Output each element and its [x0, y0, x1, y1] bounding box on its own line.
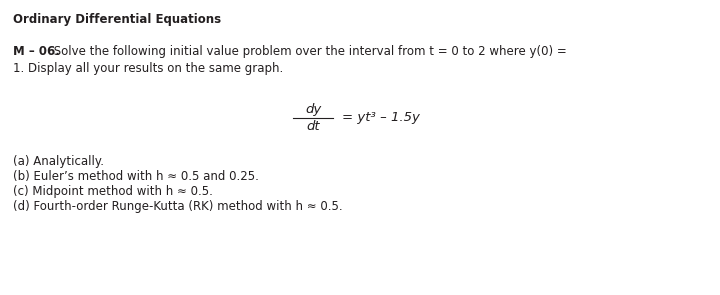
Text: (c) Midpoint method with h ≈ 0.5.: (c) Midpoint method with h ≈ 0.5.	[13, 185, 213, 198]
Text: dt: dt	[307, 120, 320, 133]
Text: 1. Display all your results on the same graph.: 1. Display all your results on the same …	[13, 62, 283, 75]
Text: M – 06.: M – 06.	[13, 45, 60, 58]
Text: = yt³ – 1.5y: = yt³ – 1.5y	[342, 112, 420, 124]
Text: (b) Euler’s method with h ≈ 0.5 and 0.25.: (b) Euler’s method with h ≈ 0.5 and 0.25…	[13, 170, 258, 183]
Text: Ordinary Differential Equations: Ordinary Differential Equations	[13, 13, 221, 26]
Text: (d) Fourth-order Runge-Kutta (RK) method with h ≈ 0.5.: (d) Fourth-order Runge-Kutta (RK) method…	[13, 200, 343, 213]
Text: dy: dy	[305, 103, 321, 116]
Text: Solve the following initial value problem over the interval from t = 0 to 2 wher: Solve the following initial value proble…	[50, 45, 567, 58]
Text: (a) Analytically.: (a) Analytically.	[13, 155, 104, 168]
